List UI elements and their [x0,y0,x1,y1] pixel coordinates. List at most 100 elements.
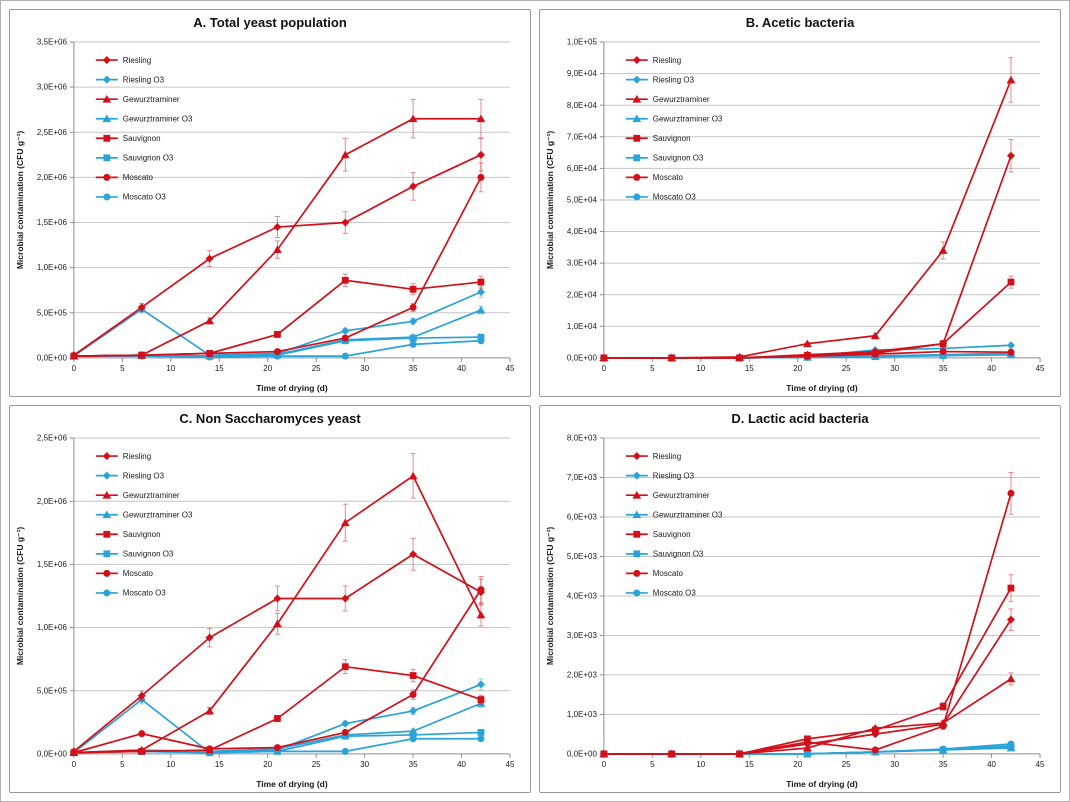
svg-text:40: 40 [987,364,996,373]
svg-text:Riesling: Riesling [653,452,681,461]
svg-text:40: 40 [457,760,466,769]
svg-text:25: 25 [312,364,321,373]
svg-text:Gewurztraminer: Gewurztraminer [123,491,180,500]
svg-text:0,0E+00: 0,0E+00 [37,749,68,758]
panel-d-title: D. Lactic acid bacteria [731,411,869,426]
svg-text:Gewurztraminer O3: Gewurztraminer O3 [653,510,723,519]
svg-text:0,0E+00: 0,0E+00 [37,353,68,362]
svg-text:5: 5 [650,364,655,373]
svg-text:10: 10 [166,364,175,373]
svg-text:5: 5 [650,760,655,769]
svg-text:2,0E+04: 2,0E+04 [567,290,598,299]
svg-text:Sauvignon: Sauvignon [123,134,161,143]
chart-c-canvas: 0,0E+00 5,0E+05 1,0E+06 1,5E+06 2,0E+06 2,5E+… [15,434,515,789]
svg-text:0,0E+00: 0,0E+00 [567,353,598,362]
panel-a-title: A. Total yeast population [193,15,347,30]
svg-text:10: 10 [166,760,175,769]
svg-text:5: 5 [120,760,125,769]
svg-text:Microbial contamination (CFU g: Microbial contamination (CFU g⁻¹) [15,527,25,666]
svg-text:6,0E+04: 6,0E+04 [567,164,598,173]
svg-text:3,5E+06: 3,5E+06 [37,38,68,47]
svg-text:0: 0 [72,760,77,769]
panel-d-lactic-acid: D. Lactic acid bacteria 0,0E+00 1,0E+03 2,… [539,405,1061,793]
svg-text:35: 35 [939,364,948,373]
svg-text:2,0E+06: 2,0E+06 [37,173,68,182]
svg-text:35: 35 [939,760,948,769]
panel-b-title: B. Acetic bacteria [745,15,855,30]
svg-text:Moscato: Moscato [653,173,684,182]
svg-text:3,0E+04: 3,0E+04 [567,259,598,268]
svg-text:35: 35 [409,364,418,373]
svg-text:15: 15 [745,364,754,373]
svg-text:Moscato O3: Moscato O3 [123,193,167,202]
svg-text:1,0E+04: 1,0E+04 [567,322,598,331]
svg-text:20: 20 [793,364,802,373]
svg-text:Sauvignon O3: Sauvignon O3 [653,154,704,163]
svg-text:15: 15 [215,364,224,373]
svg-text:5: 5 [120,364,125,373]
svg-text:9,0E+04: 9,0E+04 [567,69,598,78]
svg-text:8,0E+04: 8,0E+04 [567,101,598,110]
svg-text:10: 10 [696,760,705,769]
chart-a-canvas: 0,0E+00 5,0E+05 1,0E+06 1,5E+06 2,0E+06 2,5E+… [15,38,515,393]
svg-text:Moscato O3: Moscato O3 [653,589,697,598]
svg-text:20: 20 [263,760,272,769]
svg-text:7,0E+04: 7,0E+04 [567,132,598,141]
svg-text:45: 45 [1036,760,1045,769]
svg-text:40: 40 [987,760,996,769]
chart-d-canvas: 0,0E+00 1,0E+03 2,0E+03 3,0E+03 4,0E+03 5,0E+… [545,434,1045,789]
svg-text:Time of drying (d): Time of drying (d) [256,779,328,789]
svg-text:6,0E+03: 6,0E+03 [567,513,598,522]
svg-text:1,5E+06: 1,5E+06 [37,218,68,227]
svg-text:Sauvignon: Sauvignon [123,530,161,539]
svg-text:7,0E+03: 7,0E+03 [567,473,598,482]
svg-text:30: 30 [360,364,369,373]
svg-text:5,0E+03: 5,0E+03 [567,552,598,561]
svg-text:45: 45 [506,364,515,373]
svg-text:5,0E+05: 5,0E+05 [37,686,68,695]
svg-text:1,0E+05: 1,0E+05 [567,38,598,47]
svg-text:Microbial contamination (CFU g: Microbial contamination (CFU g⁻¹) [15,131,25,270]
svg-text:Moscato: Moscato [123,173,154,182]
svg-text:30: 30 [890,760,899,769]
svg-text:Gewurztraminer: Gewurztraminer [653,95,710,104]
svg-text:Microbial contamination (CFU g: Microbial contamination (CFU g⁻¹) [545,131,555,270]
svg-text:15: 15 [745,760,754,769]
svg-text:5,0E+04: 5,0E+04 [567,196,598,205]
svg-text:Gewurztraminer O3: Gewurztraminer O3 [123,510,193,519]
panel-c-title: C. Non Saccharomyces yeast [179,411,361,426]
svg-text:Riesling: Riesling [123,56,151,65]
svg-text:2,5E+06: 2,5E+06 [37,128,68,137]
svg-text:2,0E+06: 2,0E+06 [37,497,68,506]
svg-text:20: 20 [793,760,802,769]
svg-text:Riesling: Riesling [653,56,681,65]
svg-text:Time of drying (d): Time of drying (d) [786,779,858,789]
svg-text:Time of drying (d): Time of drying (d) [786,383,858,393]
svg-text:5,0E+05: 5,0E+05 [37,308,68,317]
svg-text:8,0E+03: 8,0E+03 [567,434,598,443]
svg-text:1,0E+03: 1,0E+03 [567,710,598,719]
svg-text:30: 30 [360,760,369,769]
svg-text:Gewurztraminer: Gewurztraminer [653,491,710,500]
svg-text:Gewurztraminer O3: Gewurztraminer O3 [123,114,193,123]
svg-text:Microbial contamination (CFU g: Microbial contamination (CFU g⁻¹) [545,527,555,666]
svg-text:30: 30 [890,364,899,373]
svg-text:Sauvignon O3: Sauvignon O3 [653,550,704,559]
svg-text:Moscato: Moscato [123,569,154,578]
svg-text:Moscato: Moscato [653,569,684,578]
svg-text:Riesling O3: Riesling O3 [123,75,165,84]
chart-b-canvas: 0,0E+00 1,0E+04 2,0E+04 3,0E+04 4,0E+04 5,0E+… [545,38,1045,393]
svg-text:3,0E+06: 3,0E+06 [37,83,68,92]
svg-text:3,0E+03: 3,0E+03 [567,631,598,640]
svg-text:Riesling O3: Riesling O3 [123,471,165,480]
svg-text:Gewurztraminer: Gewurztraminer [123,95,180,104]
svg-text:Sauvignon O3: Sauvignon O3 [123,550,174,559]
svg-text:15: 15 [215,760,224,769]
svg-text:2,0E+03: 2,0E+03 [567,671,598,680]
svg-text:20: 20 [263,364,272,373]
svg-text:25: 25 [842,760,851,769]
svg-text:2,5E+06: 2,5E+06 [37,434,68,443]
svg-text:Riesling O3: Riesling O3 [653,471,695,480]
svg-text:Sauvignon: Sauvignon [653,134,691,143]
